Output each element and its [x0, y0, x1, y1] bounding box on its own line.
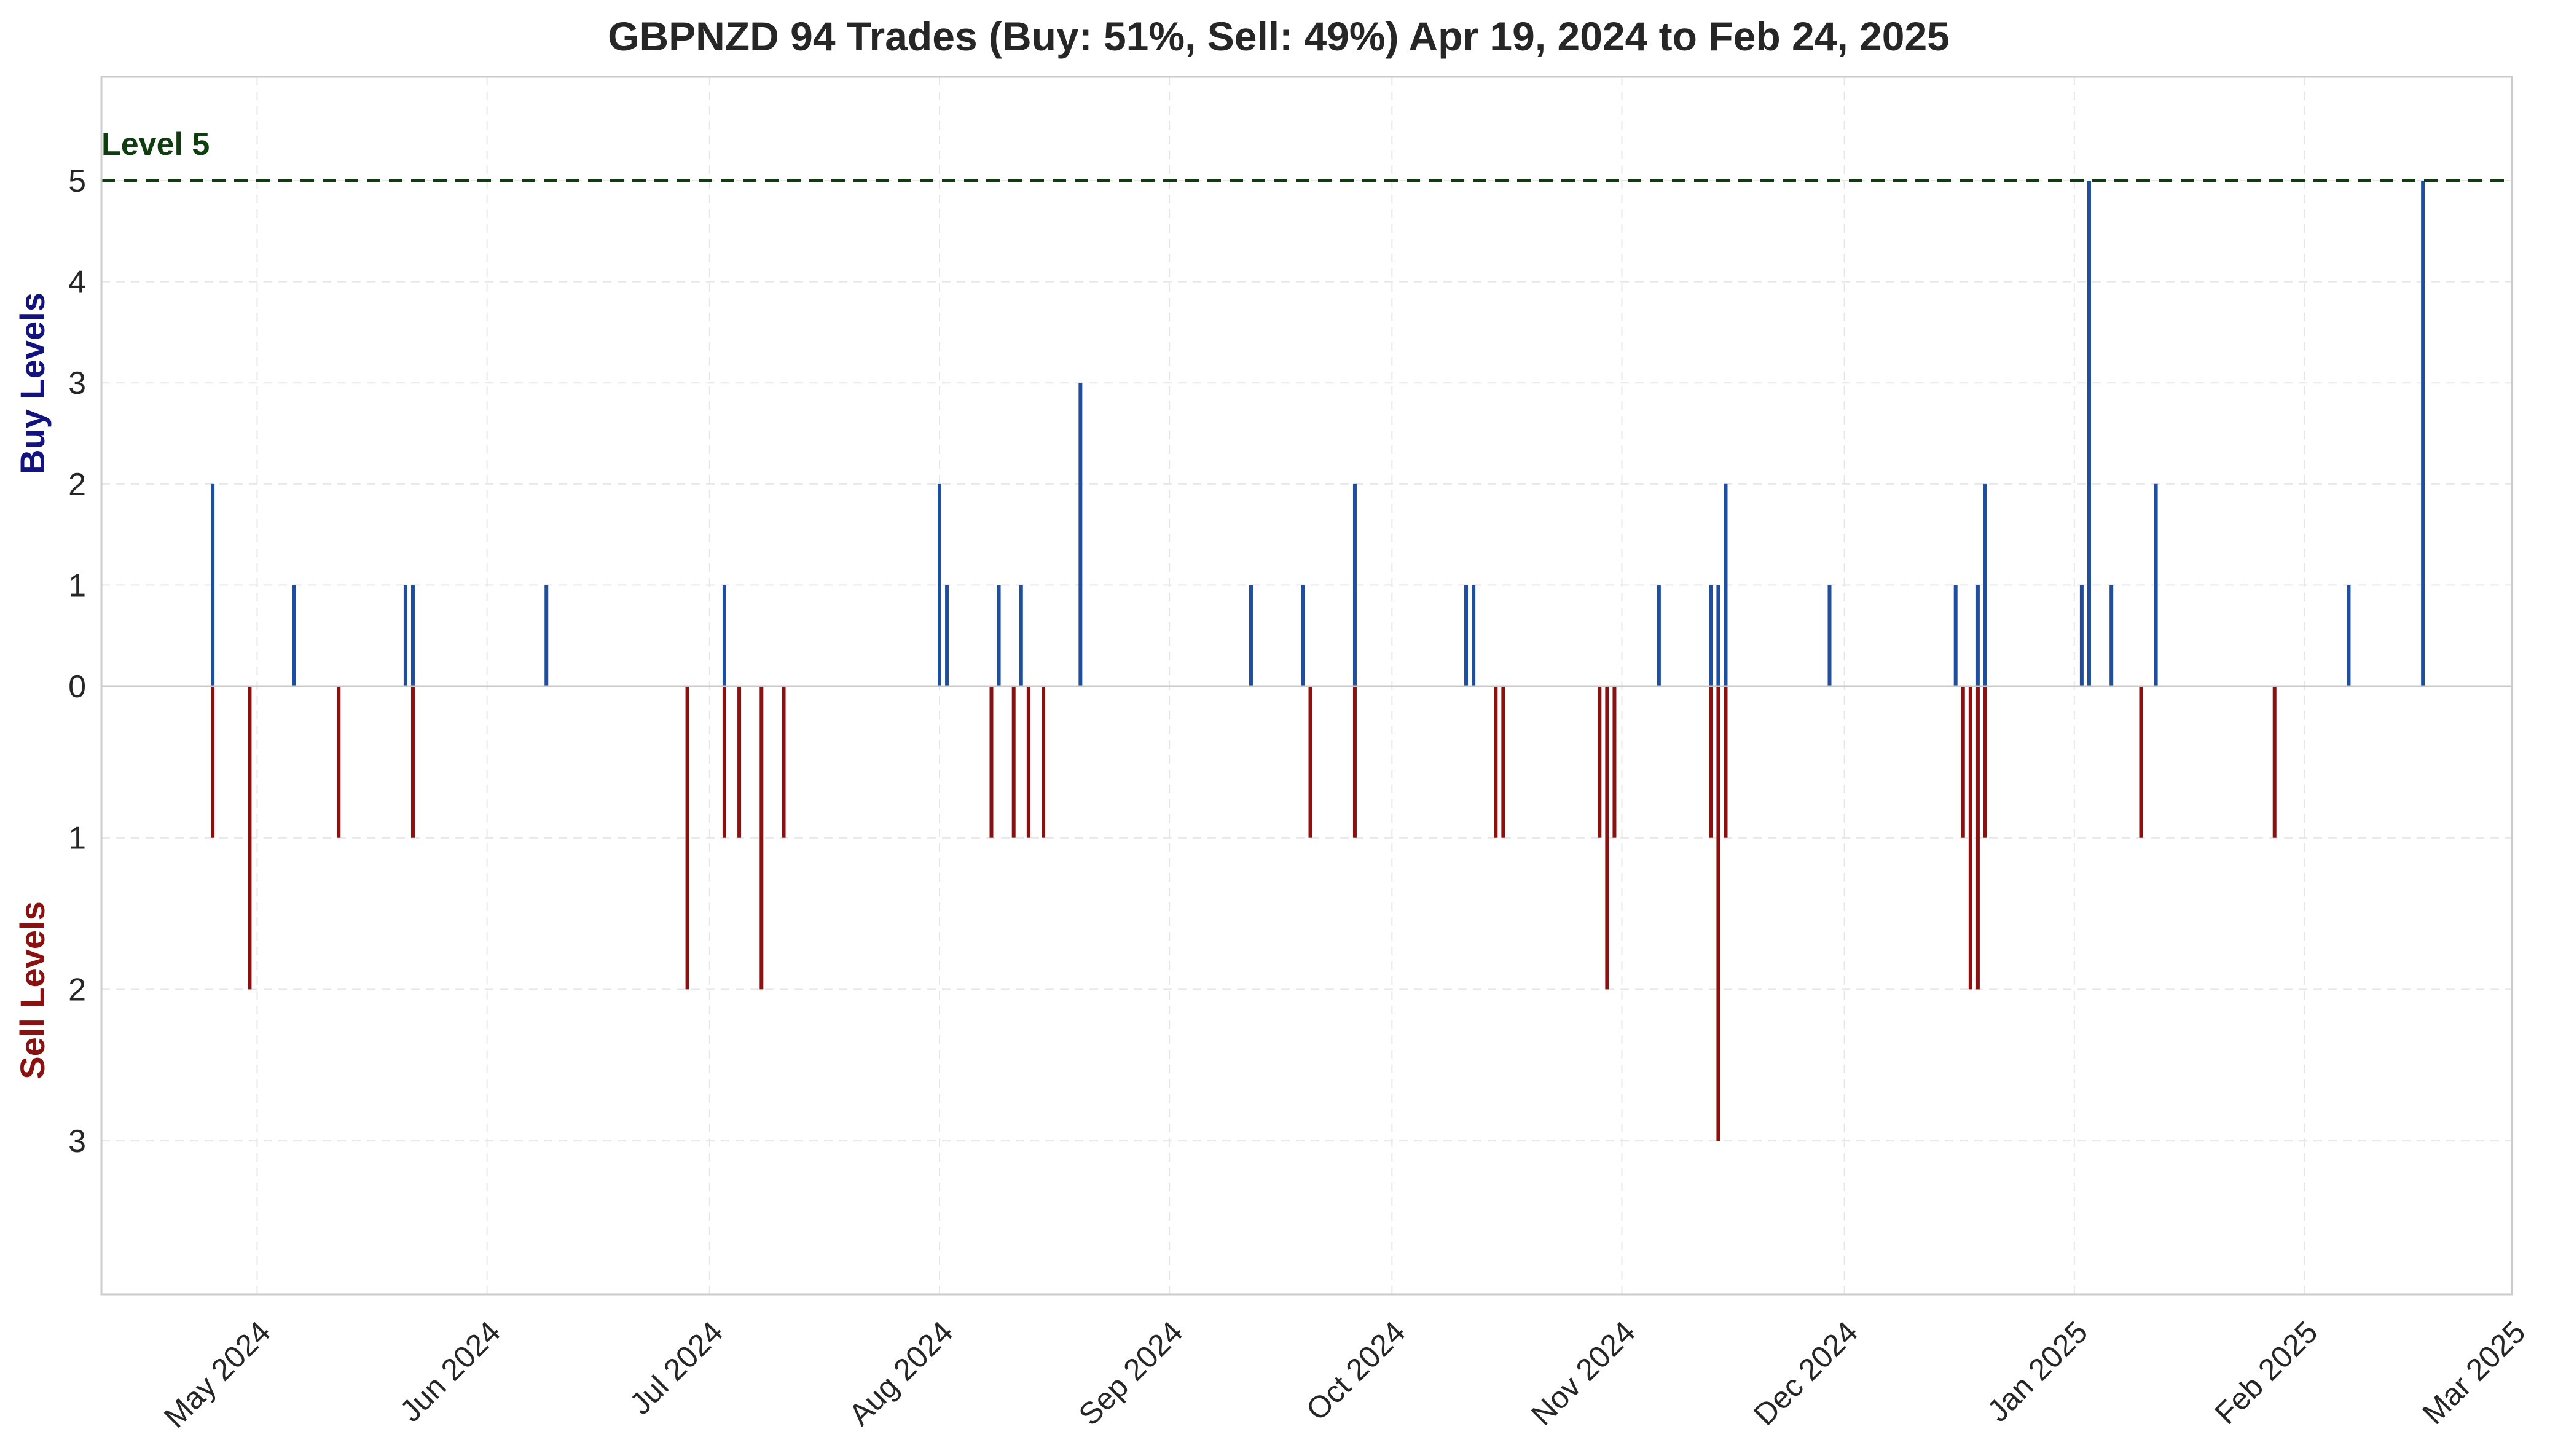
sell-bar [1605, 686, 1609, 990]
sell-bar [1501, 686, 1505, 838]
buy-bar [1019, 585, 1023, 686]
buy-bar [410, 585, 415, 686]
sell-bar [1026, 686, 1030, 838]
buy-bar [945, 585, 949, 686]
buy-bar [1975, 585, 1980, 686]
sell-bar [737, 686, 742, 838]
sell-bar [1709, 686, 1713, 838]
reference-line-label: Level 5 [101, 127, 210, 162]
sell-bar [1598, 686, 1602, 838]
buy-bar [403, 585, 407, 686]
sell-bar [1612, 686, 1617, 838]
buy-bar [2347, 585, 2351, 686]
sell-bar [248, 686, 252, 990]
sell-tick-label: 1 [68, 821, 86, 856]
sell-bar [989, 686, 994, 838]
buy-tick-label: 5 [68, 163, 86, 199]
buy-bar [2087, 181, 2091, 686]
sell-bar [2272, 686, 2277, 838]
sell-bar [1968, 686, 1972, 990]
buy-axis-label: Buy Levels [13, 292, 52, 474]
sell-bar [337, 686, 341, 838]
buy-bar [997, 585, 1001, 686]
sell-bar [685, 686, 689, 990]
buy-bar [1983, 483, 1987, 686]
buy-bar [2109, 585, 2114, 686]
sell-bar [759, 686, 764, 990]
buy-bar [1301, 585, 1305, 686]
plot-frame [100, 76, 2513, 1296]
buy-bar [937, 483, 941, 686]
sell-tick-label: 3 [68, 1124, 86, 1159]
sell-bar [782, 686, 786, 838]
sell-bar [211, 686, 215, 838]
sell-bar [1975, 686, 1980, 990]
trade-bars [211, 181, 2425, 1141]
buy-bar [211, 483, 215, 686]
buy-bar [292, 585, 296, 686]
sell-bar [1724, 686, 1728, 838]
sell-bar [1352, 686, 1357, 838]
buy-bar [544, 585, 549, 686]
buy-bar [1464, 585, 1469, 686]
sell-bar [1308, 686, 1312, 838]
buy-tick-label: 0 [68, 669, 86, 705]
buy-bar [1716, 585, 1720, 686]
sell-bar [722, 686, 726, 838]
sell-bar [410, 686, 415, 838]
sell-bar [1716, 686, 1720, 1141]
buy-bar [2154, 483, 2158, 686]
buy-bar [1472, 585, 1476, 686]
buy-tick-label: 1 [68, 568, 86, 603]
buy-bar [1953, 585, 1958, 686]
buy-tick-label: 3 [68, 366, 86, 401]
chart-title: GBPNZD 94 Trades (Buy: 51%, Sell: 49%) A… [608, 14, 1950, 59]
sell-bar [1041, 686, 1045, 838]
buy-bar [1827, 585, 1832, 686]
buy-tick-label: 2 [68, 467, 86, 503]
buy-bar [722, 585, 726, 686]
buy-bar [1709, 585, 1713, 686]
sell-bar [1011, 686, 1016, 838]
buy-bar [2421, 181, 2425, 686]
buy-tick-label: 4 [68, 265, 86, 300]
sell-bar [2139, 686, 2143, 838]
buy-bar [1657, 585, 1661, 686]
buy-bar [1724, 483, 1728, 686]
buy-bar [1249, 585, 1253, 686]
sell-tick-label: 2 [68, 972, 86, 1008]
sell-bar [1494, 686, 1498, 838]
sell-axis-label: Sell Levels [13, 901, 52, 1079]
sell-bar [1961, 686, 1965, 838]
buy-bar [2079, 585, 2084, 686]
sell-bar [1983, 686, 1987, 838]
buy-bar [1352, 483, 1357, 686]
buy-bar [1078, 383, 1083, 686]
